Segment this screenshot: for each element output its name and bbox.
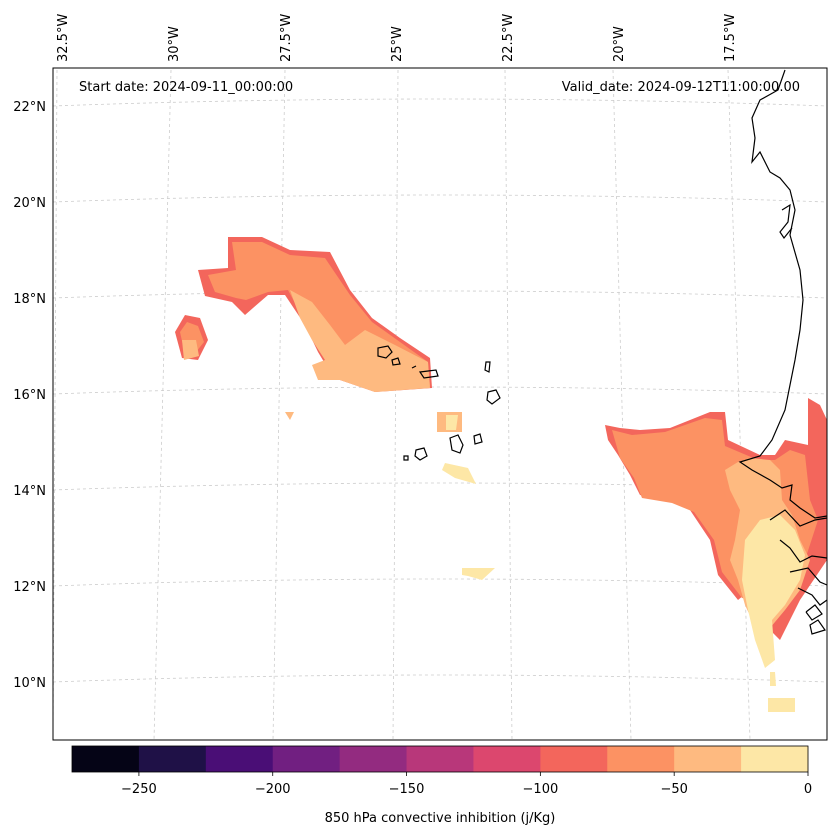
colorbar-swatch (339, 746, 408, 772)
colorbar-swatch (473, 746, 541, 772)
cin-region (770, 672, 776, 686)
cape-verde-sao-nicolau (411, 365, 439, 379)
lon-labels: 32.5°W 30°W 27.5°W 25°W 22.5°W 20°W 17.5… (56, 14, 738, 62)
cin-region (442, 463, 476, 484)
cin-region (462, 568, 495, 580)
lat-label: 22°N (13, 100, 46, 115)
colorbar-tick-label: −150 (389, 782, 425, 797)
africa-coastline (738, 69, 828, 519)
lon-label: 22.5°W (501, 14, 516, 62)
valid-date-text: Valid_date: 2024-09-12T11:00:00.00 (562, 80, 800, 95)
lon-label: 32.5°W (56, 14, 71, 62)
colorbar-swatch (540, 746, 608, 772)
lat-labels: 22°N 20°N 18°N 16°N 14°N 12°N 10°N (13, 100, 46, 691)
lat-label: 20°N (13, 196, 46, 211)
cape-verde-boa-vista (486, 389, 501, 405)
meridian-30w (153, 69, 172, 741)
colorbar-swatch (272, 746, 341, 772)
meridian-25w (392, 69, 399, 741)
colorbar-swatch (138, 746, 207, 772)
gambia-senegal-coast (769, 509, 828, 527)
lon-label: 25°W (390, 26, 405, 62)
meridian-32-5w (52, 69, 58, 741)
colorbar-swatch (406, 746, 474, 772)
cin-region (742, 515, 805, 668)
colorbar-swatches (72, 746, 809, 772)
meridian-27-5w (272, 69, 286, 741)
parallel-20n (52, 194, 828, 203)
cape-verde-sao-vicente (391, 357, 401, 366)
lon-label: 30°W (167, 26, 182, 62)
cin-region (768, 698, 795, 712)
cin-region (285, 412, 294, 420)
lat-label: 14°N (13, 484, 46, 499)
meridian-17-5w (727, 69, 751, 741)
parallel-14n (52, 482, 828, 491)
graticule (52, 69, 828, 741)
cape-verde-santo-antao (377, 345, 393, 359)
cin-region (290, 290, 430, 392)
parallel-16n (52, 386, 828, 395)
cape-verde-brava (403, 455, 409, 461)
cape-verde-maio (473, 433, 483, 445)
cin-fill-africa (605, 398, 827, 712)
colorbar-swatch (72, 746, 140, 772)
colorbar-swatch (607, 746, 675, 772)
cape-verde-santiago (449, 434, 464, 454)
parallel-10n (52, 674, 828, 683)
cin-region (446, 415, 458, 430)
cape-verde-sal (484, 361, 491, 373)
lat-label: 12°N (13, 580, 46, 595)
cape-verde-fogo (414, 447, 428, 461)
lon-label: 27.5°W (279, 14, 294, 62)
cin-fill-west-cluster (175, 237, 495, 580)
coast-islands (779, 203, 793, 240)
meridian-20w (612, 69, 632, 741)
guinea-bissau-coast (779, 539, 828, 635)
map-frame (52, 67, 828, 741)
colorbar-tick-label: −250 (121, 782, 157, 797)
colorbar: −250 −200 −150 −100 −50 0 850 hPa convec… (71, 745, 812, 826)
start-date-text: Start date: 2024-09-11_00:00:00 (79, 80, 293, 95)
colorbar-swatch (741, 746, 809, 772)
colorbar-outline (71, 745, 809, 773)
colorbar-tick-label: 0 (804, 782, 812, 797)
parallel-12n (52, 578, 828, 587)
colorbar-tick-label: −50 (660, 782, 687, 797)
lat-label: 18°N (13, 292, 46, 307)
coastlines (377, 69, 828, 635)
lon-label: 20°W (612, 26, 627, 62)
meridian-22-5w (504, 69, 513, 741)
colorbar-label: 850 hPa convective inhibition (j/Kg) (325, 811, 556, 826)
lon-label: 17.5°W (723, 14, 738, 62)
colorbar-ticks (138, 772, 809, 776)
lat-label: 10°N (13, 676, 46, 691)
colorbar-swatch (674, 746, 742, 772)
colorbar-tick-label: −200 (255, 782, 291, 797)
parallel-22n (52, 98, 828, 107)
cin-region (182, 340, 199, 360)
colorbar-tick-label: −100 (523, 782, 559, 797)
parallel-18n (52, 290, 828, 299)
colorbar-tick-labels: −250 −200 −150 −100 −50 0 (121, 782, 812, 797)
lat-label: 16°N (13, 388, 46, 403)
colorbar-swatch (205, 746, 274, 772)
